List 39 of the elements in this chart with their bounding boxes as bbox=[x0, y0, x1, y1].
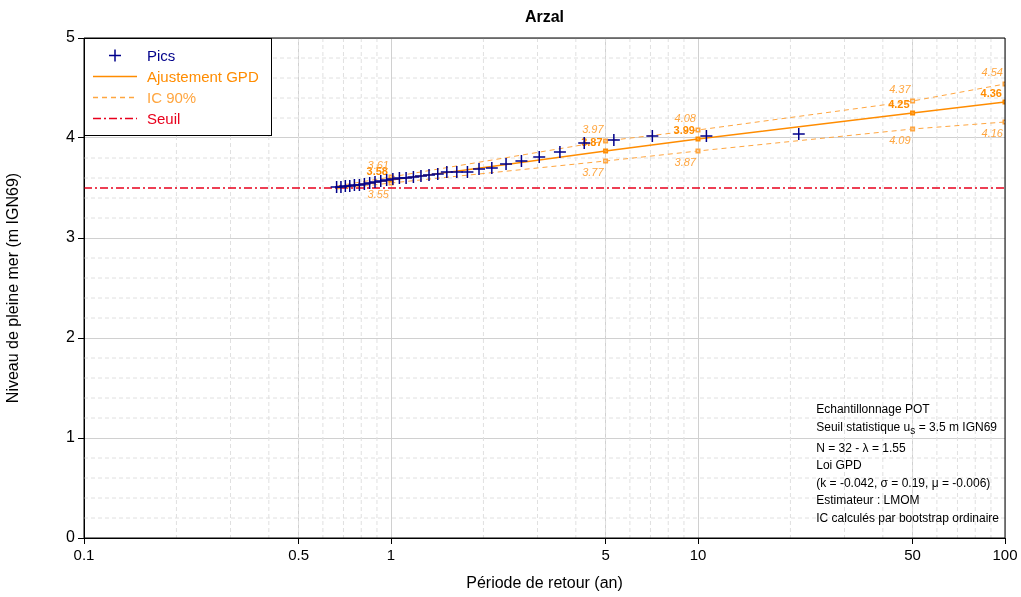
data-label: 3.97 bbox=[582, 122, 605, 135]
data-label: 4.16 bbox=[981, 126, 1004, 139]
annotation: Estimateur : LMOM bbox=[816, 492, 921, 509]
annotation: Seuil statistique u$_{s}$ = 3.5 m IGN69 bbox=[816, 418, 998, 438]
annotation: Loi GPD bbox=[816, 457, 863, 474]
y-tick-label: 1 bbox=[66, 428, 76, 446]
x-tick-label: 0.1 bbox=[73, 546, 95, 564]
chart-title: Arzal bbox=[523, 8, 566, 26]
data-label: 4.36 bbox=[980, 86, 1002, 99]
data-label: 3.55 bbox=[367, 187, 390, 200]
y-tick-label: 5 bbox=[66, 28, 76, 46]
x-tick-label: 1 bbox=[386, 546, 396, 564]
y-tick-label: 3 bbox=[66, 228, 76, 246]
annotation: IC calculés par bootstrap ordinaire bbox=[816, 509, 999, 527]
y-tick-label: 4 bbox=[66, 128, 76, 146]
x-tick-label: 5 bbox=[601, 546, 610, 564]
y-tick-label: 2 bbox=[66, 328, 76, 346]
data-label: 4.08 bbox=[674, 111, 697, 124]
data-label: 3.99 bbox=[673, 123, 695, 136]
data-label: 4.09 bbox=[889, 133, 911, 146]
data-label: 3.87 bbox=[674, 155, 697, 168]
x-tick-label: 100 bbox=[992, 546, 1018, 564]
y-tick-label: 0 bbox=[66, 528, 76, 546]
legend-label: Pics bbox=[147, 46, 176, 66]
x-tick-label: 10 bbox=[689, 546, 707, 564]
data-label: 3.77 bbox=[582, 165, 605, 178]
x-axis-title: Période de retour (an) bbox=[466, 573, 623, 591]
annotation: (k = -0.042, σ = 0.19, μ = -0.006) bbox=[816, 474, 992, 492]
x-tick-label: 50 bbox=[904, 546, 921, 564]
legend-label: Seuil bbox=[147, 109, 181, 129]
data-label: 4.37 bbox=[889, 82, 912, 95]
legend-label: IC 90% bbox=[147, 88, 197, 108]
annotation: N = 32 - λ = 1.55 bbox=[816, 439, 907, 457]
y-axis-title: Niveau de pleine mer (m IGN69) bbox=[4, 172, 22, 404]
annotation: Echantillonnage POT bbox=[816, 401, 931, 419]
x-tick-label: 0.5 bbox=[288, 546, 310, 564]
data-label: 4.54 bbox=[981, 65, 1003, 78]
legend-label: Ajustement GPD bbox=[147, 67, 259, 87]
data-label: 4.25 bbox=[888, 97, 910, 110]
